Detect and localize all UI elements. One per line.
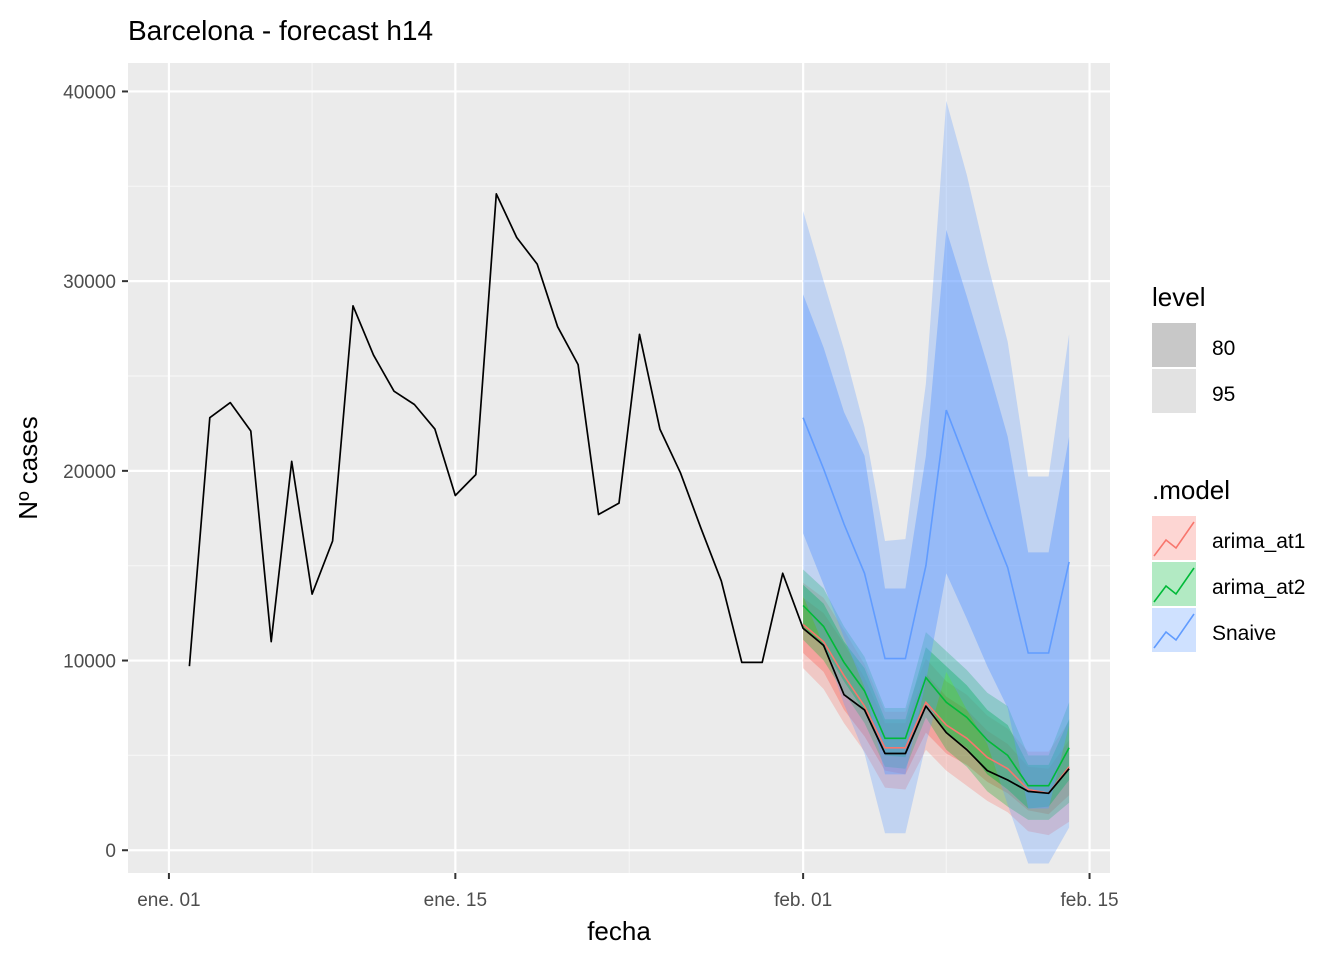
legend-level-95-label: 95 [1212,383,1235,406]
x-tick-label: ene. 01 [137,890,200,911]
x-axis-ticks: ene. 01 ene. 15 feb. 01 feb. 15 [137,873,1119,911]
y-tick-label: 20000 [63,462,116,483]
legend-snaive-line-key [1153,613,1195,649]
chart-title: Barcelona - forecast h14 [128,15,433,46]
legend-level-95-key [1152,369,1196,413]
grid-lines [128,63,1110,873]
legend-level-80-label: 80 [1212,337,1235,360]
legend-arima-at1-line-key [1153,521,1195,557]
arima-at1-band-95 [803,582,1070,836]
arima-at2-band-95 [803,569,1070,820]
arima-at1-forecast-line [802,623,1070,795]
legend-level-80-key [1152,323,1196,367]
legend-snaive-band-key [1152,608,1196,652]
snaive-band-80 [803,229,1070,809]
series-lines [188,193,1070,795]
y-axis-label: Nº cases [13,416,43,519]
legend-model-arima-at2-label: arima_at2 [1212,576,1305,599]
y-tick-label: 0 [105,841,116,862]
y-tick-label: 10000 [63,652,116,673]
x-tick-label: feb. 15 [1060,890,1118,911]
legend-level-title: level [1152,282,1205,312]
actual-cases-line [188,193,1070,795]
y-tick-label: 40000 [63,82,116,103]
x-axis-label: fecha [587,916,651,946]
legend-level: level 80 95 [1152,282,1235,413]
legend-model: .model arima_at1 arima_at2 Snaive [1152,475,1305,652]
arima-at1-band-80 [803,597,1070,815]
legend-model-snaive-label: Snaive [1212,622,1276,645]
legend-arima-at2-band-key [1152,562,1196,606]
legend-model-arima-at1-label: arima_at1 [1212,530,1305,553]
x-tick-label: ene. 15 [424,890,487,911]
x-tick-label: feb. 01 [774,890,832,911]
legend-model-title: .model [1152,475,1230,505]
legend-arima-at2-line-key [1153,567,1195,603]
y-tick-label: 30000 [63,272,116,293]
y-axis-ticks: 0 10000 20000 30000 40000 [63,82,128,862]
legend-arima-at1-band-key [1152,516,1196,560]
snaive-forecast-line [802,409,1070,660]
arima-at2-forecast-line [802,604,1070,787]
